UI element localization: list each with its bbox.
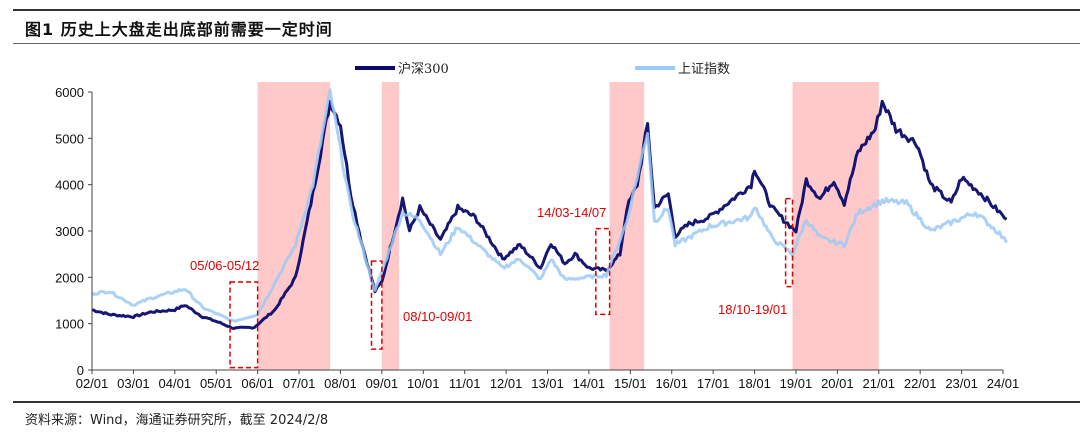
annotation-box <box>784 197 794 288</box>
bottom-rule <box>13 401 1080 403</box>
annotation-box <box>370 260 383 350</box>
annotation-label: 08/10-09/01 <box>403 309 472 324</box>
x-tick-label: 02/01 <box>76 376 109 391</box>
series-line-csi300 <box>91 99 1008 331</box>
x-tick-label: 11/01 <box>449 376 481 391</box>
x-tick-label: 04/01 <box>159 376 192 391</box>
top-rule <box>13 9 1080 11</box>
x-tick-label: 05/01 <box>200 376 233 391</box>
x-tick-label: 12/01 <box>490 376 523 391</box>
x-tick-label: 19/01 <box>780 376 813 391</box>
x-tick-label: 23/01 <box>945 376 978 391</box>
figure-title: 图1 历史上大盘走出底部前需要一定时间 <box>25 20 333 39</box>
x-tick-label: 22/01 <box>904 376 937 391</box>
x-tick-label: 20/01 <box>821 376 854 391</box>
source-note: 资料来源：Wind，海通证券研究所，截至 2024/2/8 <box>25 413 329 428</box>
annotation-label: 18/10-19/01 <box>718 302 787 317</box>
annotation-label: 14/03-14/07 <box>537 205 606 220</box>
shaded-period <box>609 82 645 370</box>
x-tick-label: 13/01 <box>531 376 564 391</box>
y-tick-label: 3000 <box>55 224 84 239</box>
x-tick-label: 14/01 <box>573 376 606 391</box>
title-rule <box>13 43 1080 44</box>
x-tick-label: 21/01 <box>862 376 895 391</box>
x-tick-label: 17/01 <box>697 376 730 391</box>
x-tick-label: 10/01 <box>407 376 440 391</box>
chart: 05/06-05/12 08/10-09/01 14/03-14/07 18/10-1… <box>55 61 1020 391</box>
y-tick-label: 5000 <box>55 131 84 146</box>
legend-label: 上证指数 <box>678 62 730 77</box>
shaded-period <box>381 82 400 370</box>
y-tick-label: 2000 <box>55 270 84 285</box>
x-tick-label: 08/01 <box>324 376 357 391</box>
y-tick-label: 1000 <box>55 317 84 332</box>
shaded-period <box>792 82 879 370</box>
y-tick-label: 6000 <box>55 85 84 100</box>
y-tick-label: 4000 <box>55 178 84 193</box>
x-tick-label: 03/01 <box>117 376 150 391</box>
x-tick-label: 09/01 <box>366 376 399 391</box>
annotation-box <box>229 281 259 369</box>
annotation-label: 05/06-05/12 <box>190 258 259 273</box>
x-tick-label: 18/01 <box>738 376 771 391</box>
x-tick-label: 24/01 <box>987 376 1020 391</box>
x-tick-label: 07/01 <box>283 376 316 391</box>
legend-label: 沪深300 <box>398 61 449 77</box>
y-tick-label: 0 <box>77 363 84 378</box>
shaded-period <box>257 82 331 370</box>
x-tick-label: 06/01 <box>241 376 274 391</box>
x-tick-label: 15/01 <box>614 376 647 391</box>
x-tick-label: 16/01 <box>655 376 688 391</box>
annotation-box <box>595 227 611 316</box>
series-line-sse <box>90 88 1008 323</box>
